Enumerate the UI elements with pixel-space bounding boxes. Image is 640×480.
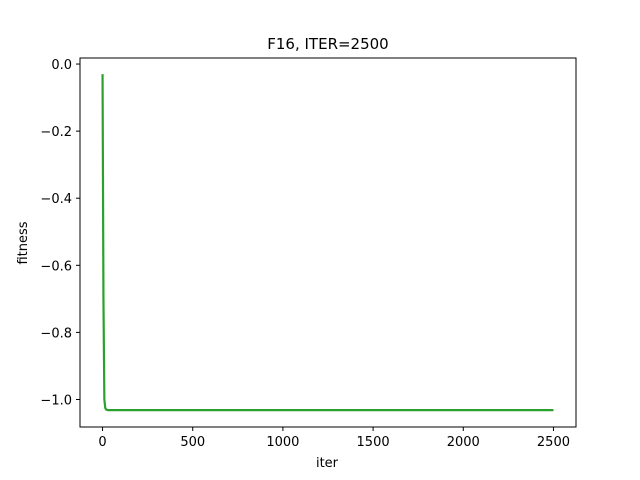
x-axis-ticks: 0 500 1000 1500 2000 2500 [98, 427, 570, 450]
y-tick-label: 0.0 [51, 58, 72, 73]
y-tick-label: −0.2 [40, 125, 72, 140]
x-tick-label: 500 [180, 435, 205, 450]
x-tick-label: 1500 [357, 435, 390, 450]
x-tick-label: 0 [98, 435, 106, 450]
y-axis-label: fitness [16, 221, 31, 264]
x-tick-label: 2000 [447, 435, 480, 450]
y-tick-label: −0.8 [40, 326, 72, 341]
y-tick-label: −0.6 [40, 259, 72, 274]
plot-area [101, 74, 554, 412]
y-axis-ticks: 0.0 −0.2 −0.4 −0.6 −0.8 −1.0 [40, 58, 80, 408]
axes-frame [79, 57, 577, 428]
chart-title: F16, ITER=2500 [267, 35, 388, 53]
y-tick-label: −0.4 [40, 192, 72, 207]
series-line-0 [101, 74, 554, 412]
x-tick-label: 1000 [266, 435, 299, 450]
x-axis-label: iter [316, 456, 339, 471]
x-tick-label: 2500 [537, 435, 570, 450]
y-tick-label: −1.0 [40, 393, 72, 408]
